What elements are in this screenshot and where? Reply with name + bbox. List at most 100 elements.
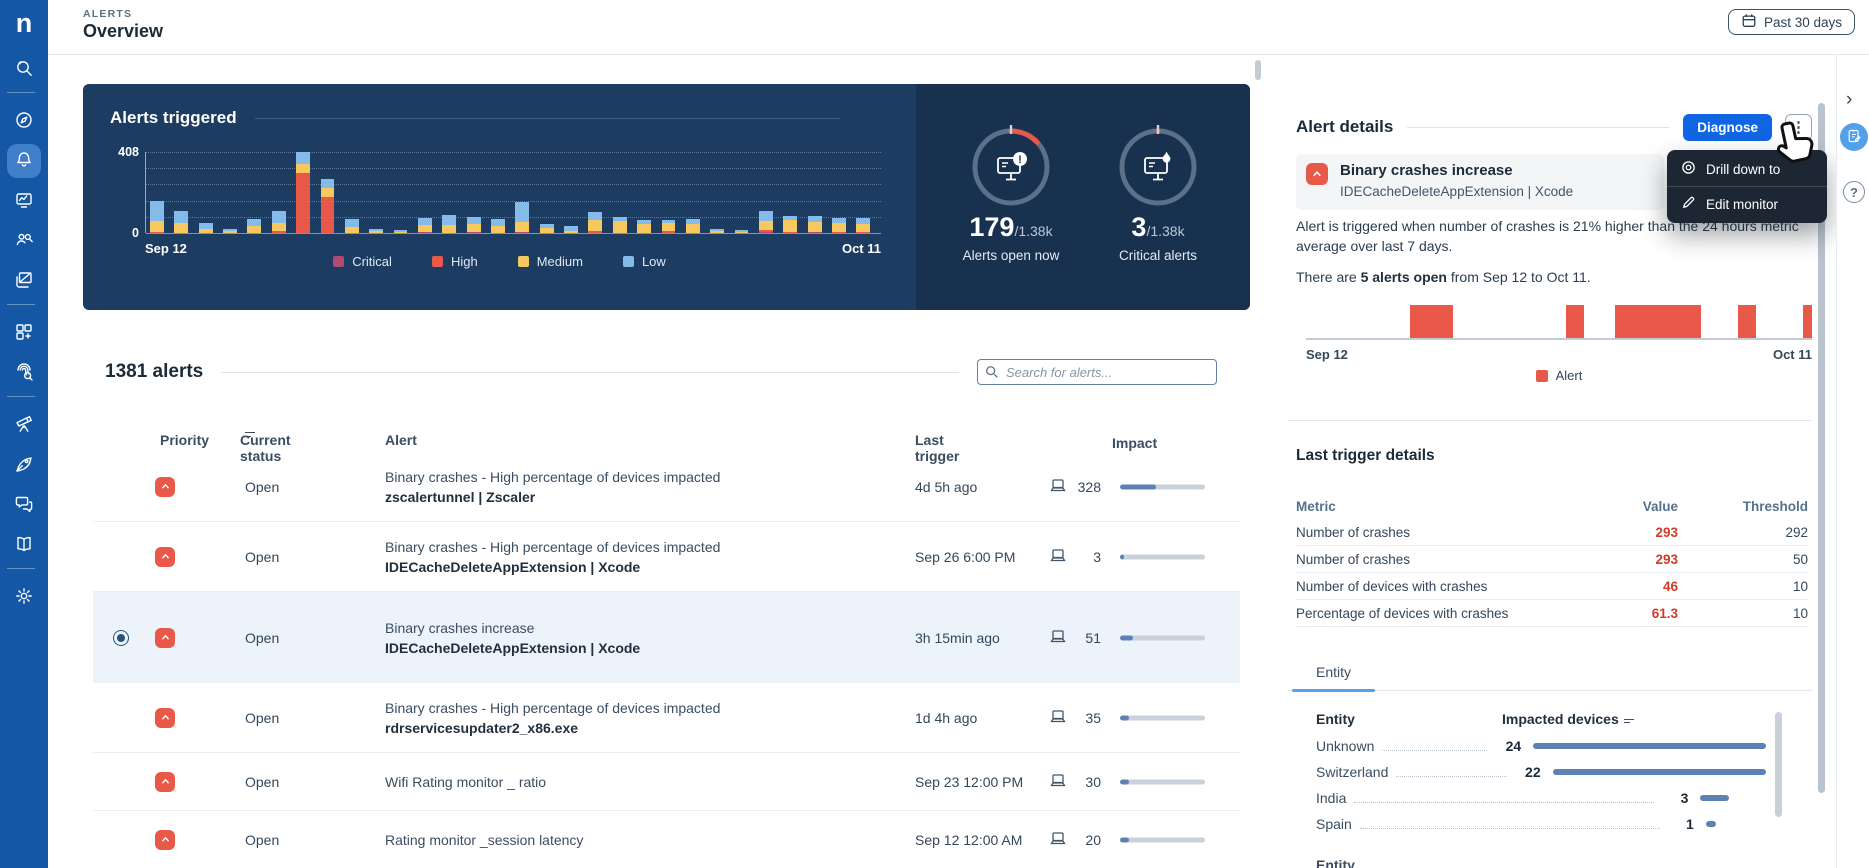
- metric-row: Number of devices with crashes 46 10: [1296, 573, 1808, 600]
- sidebar-item-investigations[interactable]: [7, 356, 41, 390]
- entity-scrollbar[interactable]: [1775, 712, 1782, 817]
- stacked-bar[interactable]: [637, 220, 652, 233]
- col-threshold: Threshold: [1742, 498, 1808, 514]
- stacked-bar[interactable]: [247, 219, 262, 233]
- table-row[interactable]: Open Binary crashes - High percentage of…: [93, 683, 1240, 753]
- row-alert-title: Binary crashes - High percentage of devi…: [385, 538, 721, 555]
- row-alert-title: Binary crashes increase: [385, 619, 535, 636]
- collapse-panel-button[interactable]: ›: [1846, 89, 1853, 110]
- row-status: Open: [245, 709, 280, 726]
- sidebar-item-applications[interactable]: [7, 316, 41, 350]
- time-range-button[interactable]: Past 30 days: [1727, 9, 1855, 35]
- telescope-icon: [14, 414, 34, 437]
- stacked-bar[interactable]: [564, 226, 578, 233]
- entity-name: Unknown: [1316, 738, 1375, 754]
- gauge-label: Critical alerts: [1118, 248, 1197, 263]
- impact-bar: [1120, 779, 1205, 784]
- diagnose-button[interactable]: Diagnose: [1683, 113, 1772, 141]
- device-icon: [1050, 831, 1066, 848]
- sidebar-item-discovery[interactable]: [7, 408, 41, 442]
- legend-item: High: [431, 254, 478, 269]
- right-rail: › ?: [1836, 55, 1869, 868]
- metric-row: Percentage of devices with crashes 61.3 10: [1296, 600, 1808, 627]
- stacked-bar[interactable]: [685, 219, 700, 233]
- stacked-bar[interactable]: [515, 201, 530, 233]
- entity-row[interactable]: Unknown 24: [1316, 733, 1766, 759]
- row-alert-title: Binary crashes - High percentage of devi…: [385, 699, 721, 716]
- main-scrollbar[interactable]: [1255, 60, 1261, 80]
- priority-badge: [155, 546, 175, 567]
- x-axis-end: Oct 11: [841, 241, 881, 256]
- clipboard-edit-icon: [1846, 128, 1862, 147]
- stacked-bar[interactable]: [344, 218, 359, 233]
- rocket-icon: [14, 454, 34, 477]
- sidebar-item-automation[interactable]: [7, 448, 41, 482]
- metric-name: Percentage of devices with crashes: [1296, 605, 1509, 621]
- metric-name: Number of crashes: [1296, 524, 1411, 540]
- stacked-bar[interactable]: [491, 218, 505, 233]
- stacked-bar[interactable]: [758, 211, 773, 233]
- stacked-bars: [150, 152, 881, 233]
- metric-threshold: 292: [1785, 524, 1808, 540]
- stacked-bar[interactable]: [417, 217, 432, 233]
- sidebar-item-alerts[interactable]: [7, 144, 41, 178]
- nexthink-logo: n: [15, 8, 33, 38]
- stacked-bar[interactable]: [198, 223, 213, 233]
- stacked-bar[interactable]: [296, 152, 311, 233]
- stacked-bar[interactable]: [369, 229, 384, 233]
- stacked-bar[interactable]: [320, 179, 335, 233]
- sidebar-item-settings[interactable]: [7, 580, 41, 614]
- sidebar-item-campaigns[interactable]: [7, 264, 41, 298]
- row-radio[interactable]: [113, 629, 129, 646]
- notes-button[interactable]: [1840, 123, 1868, 151]
- search-input[interactable]: [977, 359, 1217, 385]
- stacked-bar[interactable]: [856, 218, 871, 233]
- stacked-bar[interactable]: [612, 216, 627, 233]
- sidebar-item-discover[interactable]: [7, 104, 41, 138]
- entity-row[interactable]: Switzerland 22: [1316, 759, 1766, 785]
- sidebar-item-engage[interactable]: [7, 488, 41, 522]
- stacked-bar[interactable]: [807, 216, 822, 233]
- table-row[interactable]: Open Binary crashes - High percentage of…: [93, 522, 1240, 592]
- sidebar-item-library[interactable]: [7, 528, 41, 562]
- impacted-count: 51: [1085, 629, 1101, 646]
- sidebar-item-monitoring[interactable]: [7, 184, 41, 218]
- stacked-bar[interactable]: [588, 212, 603, 233]
- metric-threshold: 10: [1792, 578, 1808, 594]
- chart-legend: Critical High Medium Low: [83, 254, 916, 269]
- sidebar-item-ai-search[interactable]: [7, 52, 41, 86]
- stacked-bar[interactable]: [393, 229, 408, 233]
- stacked-bar[interactable]: [734, 230, 749, 233]
- stacked-bar[interactable]: [174, 211, 189, 233]
- stacked-bar[interactable]: [442, 215, 457, 233]
- alert-subtitle: IDECacheDeleteAppExtension | Xcode: [1340, 184, 1574, 199]
- menu-item-drill-down-to[interactable]: Drill down to: [1667, 154, 1827, 184]
- help-button[interactable]: ?: [1843, 181, 1865, 203]
- y-axis-min: 0: [132, 226, 139, 240]
- table-row[interactable]: Open Binary crashes - High percentage of…: [93, 452, 1240, 522]
- entity-row[interactable]: India 3: [1316, 785, 1766, 811]
- entity-row[interactable]: Spain 1: [1316, 811, 1766, 837]
- table-row[interactable]: Open Wifi Rating monitor _ ratio Sep 23 …: [93, 753, 1240, 811]
- stacked-bar[interactable]: [271, 211, 286, 233]
- stacked-bar[interactable]: [710, 229, 725, 233]
- table-row[interactable]: Open Binary crashes increase IDECacheDele…: [93, 592, 1240, 683]
- col-metric: Metric: [1296, 498, 1336, 514]
- col-impacted-devices[interactable]: Impacted devices: [1502, 711, 1634, 727]
- stacked-bar[interactable]: [832, 217, 846, 233]
- dotted-leader: [1359, 827, 1660, 829]
- panel-scrollbar[interactable]: [1818, 103, 1825, 793]
- stacked-bar[interactable]: [539, 224, 554, 233]
- stacked-bar[interactable]: [223, 228, 237, 233]
- menu-item-edit-monitor[interactable]: Edit monitor: [1667, 189, 1827, 219]
- stacked-bar[interactable]: [466, 216, 481, 233]
- entity-value: 3: [1680, 790, 1689, 806]
- stacked-bar[interactable]: [661, 219, 676, 233]
- device-icon: [1050, 773, 1066, 790]
- table-row[interactable]: Open Rating monitor _session latency Sep…: [93, 811, 1240, 868]
- stacked-bar[interactable]: [783, 215, 798, 233]
- sidebar-item-workforce[interactable]: [7, 224, 41, 258]
- row-status: Open: [245, 548, 280, 565]
- stacked-bar[interactable]: [150, 200, 164, 233]
- tab-entity[interactable]: Entity: [1292, 655, 1376, 692]
